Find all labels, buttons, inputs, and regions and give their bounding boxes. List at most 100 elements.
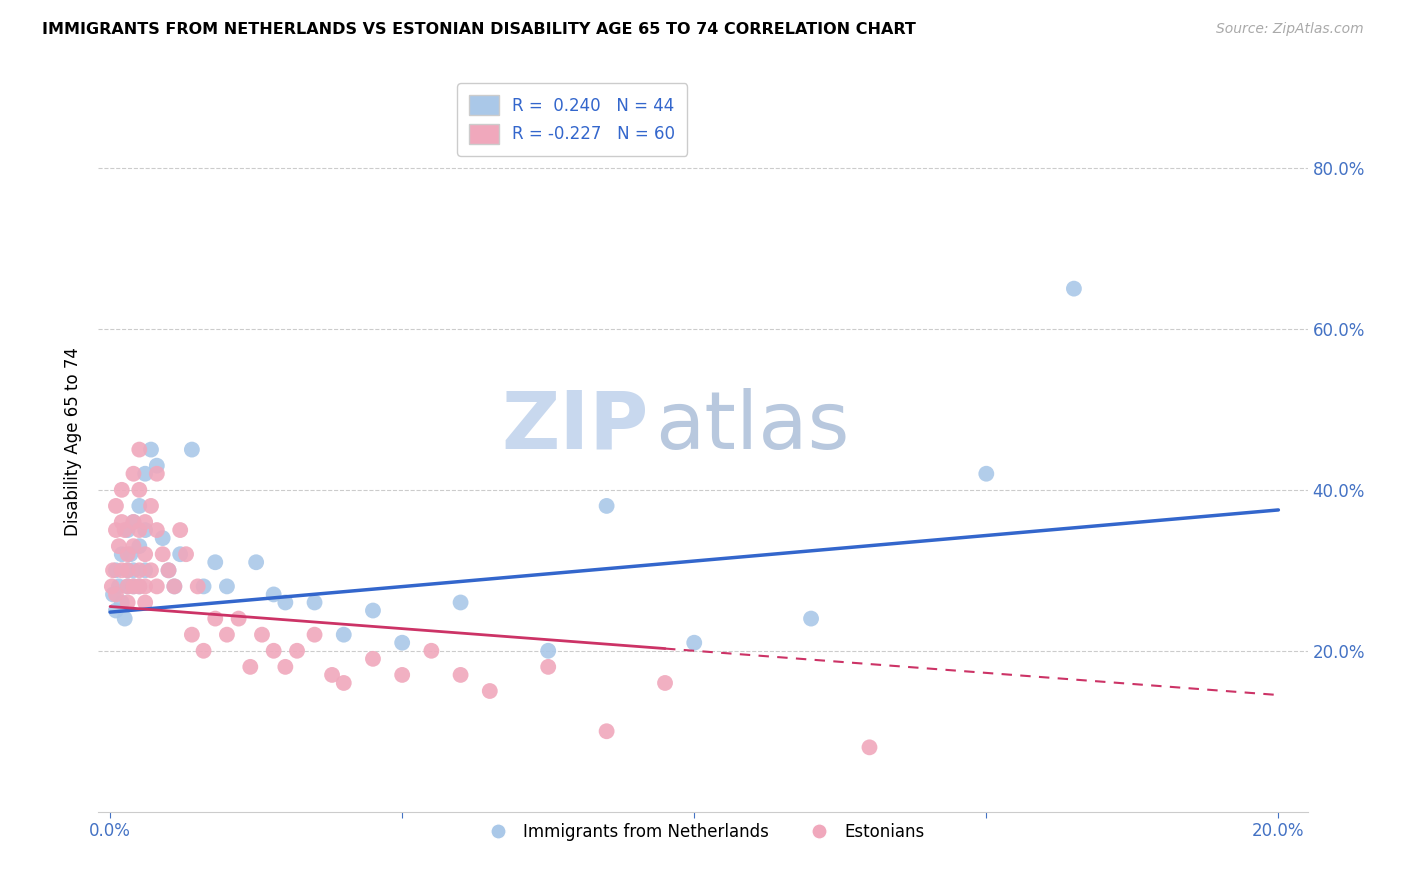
Point <box>654 676 676 690</box>
Point <box>117 523 139 537</box>
Text: IMMIGRANTS FROM NETHERLANDS VS ESTONIAN DISABILITY AGE 65 TO 74 CORRELATION CHAR: IMMIGRANTS FROM NETHERLANDS VS ESTONIAN … <box>42 22 917 37</box>
Point <box>180 442 202 457</box>
Point <box>128 442 150 457</box>
Point <box>204 555 226 569</box>
Point <box>157 563 180 577</box>
Point <box>134 523 156 537</box>
Point <box>134 547 156 561</box>
Point <box>117 595 139 609</box>
Point <box>228 611 250 625</box>
Point <box>478 684 501 698</box>
Point <box>122 579 145 593</box>
Point <box>450 595 472 609</box>
Point <box>537 660 560 674</box>
Point <box>163 579 186 593</box>
Point <box>108 539 131 553</box>
Point <box>104 587 127 601</box>
Point <box>117 563 139 577</box>
Legend: Immigrants from Netherlands, Estonians: Immigrants from Netherlands, Estonians <box>475 816 931 847</box>
Point <box>111 483 134 497</box>
Point <box>537 644 560 658</box>
Point <box>245 555 267 569</box>
Point <box>193 644 215 658</box>
Point <box>180 628 202 642</box>
Point <box>239 660 262 674</box>
Point <box>163 579 186 593</box>
Point <box>108 579 131 593</box>
Point <box>332 676 354 690</box>
Point <box>114 611 136 625</box>
Point <box>450 668 472 682</box>
Point <box>117 547 139 561</box>
Point <box>193 579 215 593</box>
Point <box>169 547 191 561</box>
Point <box>114 523 136 537</box>
Point <box>122 563 145 577</box>
Point <box>146 467 169 481</box>
Point <box>683 636 706 650</box>
Point <box>420 644 443 658</box>
Point <box>274 660 297 674</box>
Point <box>104 563 127 577</box>
Point <box>134 515 156 529</box>
Point <box>332 628 354 642</box>
Point <box>139 442 162 457</box>
Point <box>152 547 174 561</box>
Point <box>104 603 127 617</box>
Point <box>111 515 134 529</box>
Point <box>321 668 343 682</box>
Point <box>139 563 162 577</box>
Point <box>215 628 238 642</box>
Point <box>858 740 880 755</box>
Point <box>361 652 384 666</box>
Point <box>122 515 145 529</box>
Point <box>304 628 326 642</box>
Point <box>139 499 162 513</box>
Point <box>111 595 134 609</box>
Point <box>595 724 617 739</box>
Point <box>304 595 326 609</box>
Point <box>974 467 997 481</box>
Point <box>134 563 156 577</box>
Point <box>128 483 150 497</box>
Y-axis label: Disability Age 65 to 74: Disability Age 65 to 74 <box>65 347 83 536</box>
Point <box>169 523 191 537</box>
Point <box>122 539 145 553</box>
Point <box>128 579 150 593</box>
Point <box>128 499 150 513</box>
Point <box>146 458 169 473</box>
Point <box>215 579 238 593</box>
Point <box>285 644 308 658</box>
Point <box>263 644 285 658</box>
Point <box>250 628 273 642</box>
Point <box>117 563 139 577</box>
Point <box>134 467 156 481</box>
Point <box>117 579 139 593</box>
Point <box>122 467 145 481</box>
Point <box>122 579 145 593</box>
Point <box>128 563 150 577</box>
Text: Source: ZipAtlas.com: Source: ZipAtlas.com <box>1216 22 1364 37</box>
Point <box>104 523 127 537</box>
Point <box>1063 282 1085 296</box>
Point <box>274 595 297 609</box>
Point <box>128 579 150 593</box>
Point <box>128 539 150 553</box>
Point <box>800 611 823 625</box>
Point <box>122 515 145 529</box>
Point <box>187 579 209 593</box>
Point <box>152 531 174 545</box>
Point <box>391 636 413 650</box>
Point <box>117 579 139 593</box>
Point <box>174 547 197 561</box>
Point <box>134 595 156 609</box>
Point <box>101 587 124 601</box>
Point <box>146 523 169 537</box>
Point <box>263 587 285 601</box>
Point <box>146 579 169 593</box>
Point <box>111 547 134 561</box>
Point <box>120 547 142 561</box>
Text: ZIP: ZIP <box>502 388 648 466</box>
Point <box>134 579 156 593</box>
Point <box>128 523 150 537</box>
